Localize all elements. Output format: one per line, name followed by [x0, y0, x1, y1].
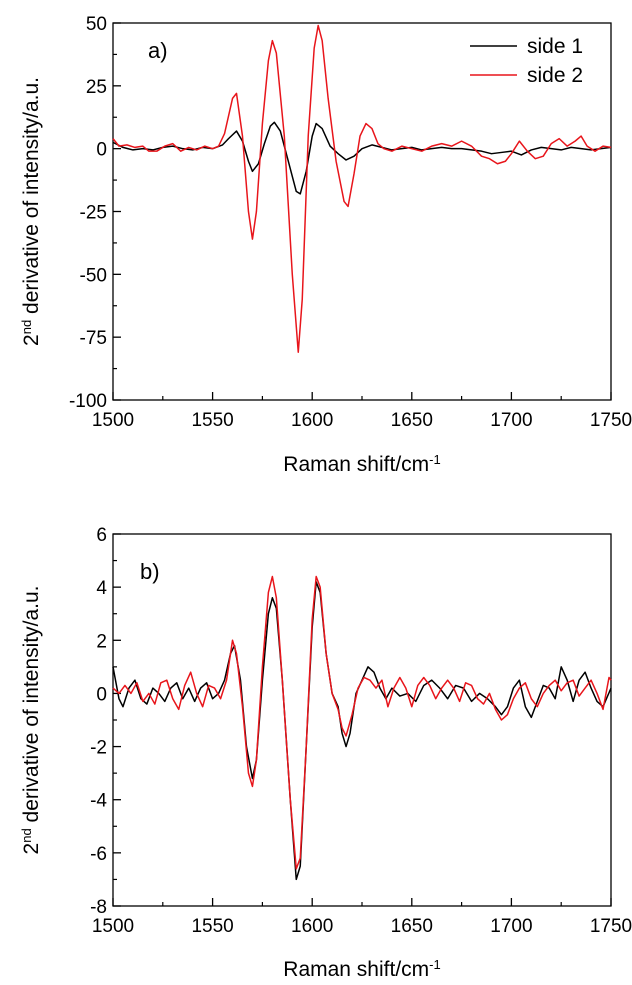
y-tick-label: 4: [96, 578, 107, 599]
series-group-b: [113, 577, 611, 880]
x-tick-label: 1700: [490, 916, 532, 937]
panel-label-b: b): [140, 559, 160, 584]
y-axis-title-a: 2nd derivative of intensity/a.u.: [19, 77, 44, 346]
x-axis-title-a: Raman shift/cm-1: [283, 452, 440, 477]
y-tick-label: 6: [96, 525, 107, 546]
x-tick-label: 1500: [92, 916, 134, 937]
chart-panel-a: 1500 1550 1600 1650 1700 1750 -100 -75 -50 -25 0 25…: [19, 14, 632, 476]
y-tick-label: -8: [90, 897, 107, 918]
panel-label-a: a): [148, 38, 168, 63]
x-tick-label: 1550: [191, 410, 233, 431]
x-tick-label: 1750: [590, 916, 632, 937]
y-tick-label: -75: [80, 328, 107, 349]
x-tick-label: 1500: [92, 410, 134, 431]
series-line-side-2: [113, 577, 611, 869]
x-tick-label: 1650: [391, 410, 433, 431]
x-tick-label: 1650: [391, 916, 433, 937]
y-tick-label: 50: [86, 14, 107, 35]
y-tick-label: 2: [96, 631, 107, 652]
y-tick-label: -100: [69, 391, 107, 412]
y-tick-label: 25: [86, 77, 107, 98]
y-tick-label: 0: [96, 684, 107, 705]
x-tick-label: 1600: [291, 916, 333, 937]
x-tick-label: 1600: [291, 410, 333, 431]
y-tick-label: -25: [80, 203, 107, 224]
plot-frame: [113, 534, 611, 906]
legend-a: side 1 side 2: [470, 35, 583, 87]
y-axis-title-b: 2nd derivative of intensity/a.u.: [19, 586, 44, 855]
x-tick-label: 1750: [590, 410, 632, 431]
y-tick-label: -50: [80, 265, 107, 286]
x-tick-label: 1700: [490, 410, 532, 431]
y-tick-label: 0: [96, 140, 107, 161]
x-tick-label: 1550: [191, 916, 233, 937]
x-axis-title-b: Raman shift/cm-1: [283, 957, 440, 982]
legend-label-side-2: side 2: [527, 64, 583, 87]
y-tick-label: -2: [90, 738, 107, 759]
legend-label-side-1: side 1: [527, 35, 583, 58]
y-tick-label: -4: [90, 791, 107, 812]
y-tick-label: -6: [90, 844, 107, 865]
series-line-side-1: [113, 582, 611, 880]
axes-b: 1500 1550 1600 1650 1700 1750 -8 -6 -4 -2 0 2 4 6: [90, 525, 632, 937]
